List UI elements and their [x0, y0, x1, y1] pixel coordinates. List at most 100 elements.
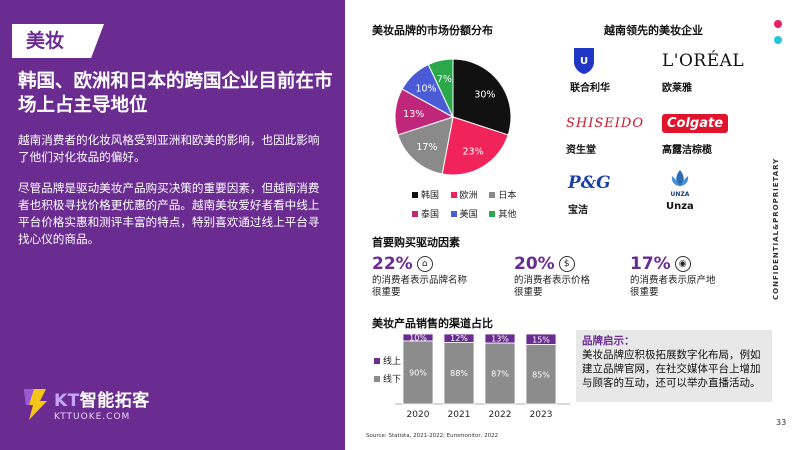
insight-title: 品牌启示： [582, 335, 635, 347]
logo-kt: KT [54, 391, 80, 411]
brand-name: 宝洁 [568, 205, 588, 216]
company-logo: KT智能拓客 KTTUOKE.COM [20, 386, 150, 422]
pie-legend: 韩国 欧洲 日本泰国 美国 其他 [412, 188, 522, 220]
driver-brand: 22% ⌂ 的消费者表示品牌名称 很重要 [372, 254, 482, 299]
legend-label: 线下 [383, 375, 402, 385]
insight-body: 美妆品牌应积极拓展数字化布局，例如建立品牌官网，在社交媒体平台上增加与顾客的互动… [582, 349, 761, 389]
brand-colgate: Colgate 高露洁棕榄 [662, 108, 752, 156]
driver-text-2: 很重要 [514, 287, 543, 298]
driver-value: 17% [630, 254, 671, 274]
legend-label: 其他 [498, 210, 517, 220]
brand-loreal: L'ORÉAL 欧莱雅 [662, 46, 752, 94]
x-tick-label: 2020 [407, 410, 430, 420]
pie-label: 17% [416, 142, 437, 153]
channel-bar-chart: 10% 90% 2020 12% 88% 2021 13% 87% 2022 15% 85% 2023 [395, 334, 570, 420]
pie-slice-韩国 [452, 58, 512, 136]
page-heading: 韩国、欧洲和日本的跨国企业目前在市场上占主导地位 [18, 71, 333, 116]
legend-item: 欧洲 [450, 188, 484, 201]
x-tick-label: 2022 [489, 410, 512, 420]
driver-text: 的消费者表示原产地 [630, 275, 716, 286]
pie-slice-其他 [427, 58, 454, 118]
driver-value: 22% [372, 254, 413, 274]
svg-text:U: U [580, 56, 588, 67]
legend-swatch [489, 210, 496, 217]
bar-label: 90% [409, 369, 427, 378]
pie-slice-日本 [397, 116, 454, 175]
legend-item: 韩国 [412, 188, 445, 201]
logo-subtitle: KTTUOKE.COM [54, 412, 131, 422]
brand-name: 联合利华 [570, 83, 610, 94]
legend-item: 其他 [489, 207, 522, 220]
logo-cn: 智能拓客 [79, 391, 150, 411]
legend-label: 美国 [459, 210, 478, 220]
brand-unza: UNZA Unza [666, 168, 756, 212]
intro-paragraph: 越南消费者的化妆风格受到亚洲和欧美的影响，也因此影响了他们对化妆品的偏好。 [18, 133, 320, 164]
bar-线下-2023 [525, 344, 557, 405]
location-icon: ◉ [674, 256, 691, 272]
confidential-label: CONFIDENTIAL&PROPRIETARY [772, 158, 780, 300]
bar-label: 88% [450, 369, 468, 378]
driver-text: 的消费者表示价格 [514, 275, 591, 286]
bar-label: 15% [532, 335, 550, 344]
unza-logo-text: UNZA [671, 191, 690, 198]
pie-label: 30% [474, 89, 495, 100]
bar-label: 12% [450, 334, 468, 343]
driver-text-2: 很重要 [630, 287, 659, 298]
unza-logo-icon: UNZA [671, 170, 690, 198]
pg-logo: P&G [568, 173, 611, 193]
pie-svg: 30% 23% 17% 13% 10%7% [394, 58, 512, 176]
legend-swatch [374, 357, 380, 364]
legend-label: 日本 [498, 191, 517, 201]
bar-label: 10% [409, 334, 427, 343]
x-tick-label: 2023 [530, 410, 553, 420]
legend-label: 韩国 [421, 191, 440, 201]
pie-slice-欧洲 [441, 116, 509, 176]
pink-dot [774, 20, 782, 28]
leaders-title: 越南领先的美妆企业 [604, 24, 703, 37]
brand-unilever: U 联合利华 [570, 46, 660, 94]
driver-text: 的消费者表示品牌名称 [372, 275, 468, 286]
lightning-icon [24, 389, 47, 420]
legend-item: 日本 [489, 188, 522, 201]
loreal-logo: L'ORÉAL [662, 51, 745, 71]
bar-线下-2021 [443, 341, 475, 405]
brand-shiseido: SHISEIDO 资生堂 [566, 108, 656, 157]
bar-label: 13% [491, 335, 509, 344]
source-note: Source: Statista, 2021-2022; Euromonitor… [366, 433, 499, 439]
bar-线下-2020 [402, 340, 434, 405]
legend-label: 泰国 [421, 210, 440, 220]
driver-value: 20% [514, 254, 555, 274]
legend-swatch [489, 191, 496, 198]
legend-swatch [412, 210, 418, 217]
legend-label: 欧洲 [459, 191, 478, 201]
shiseido-logo: SHISEIDO [566, 115, 644, 131]
price-icon: $ [558, 256, 575, 272]
detail-paragraph: 尽管品牌是驱动美妆产品购买决策的重要因素，但越南消费者也积极寻找价格更优惠的产品… [18, 181, 320, 246]
bar-label: 85% [532, 370, 550, 379]
legend-swatch [412, 191, 418, 198]
market-share-title: 美妆品牌的市场份额分布 [372, 24, 493, 37]
legend-swatch [450, 191, 457, 198]
section-tag: 美妆 [12, 24, 104, 58]
legend-label: 线上 [383, 357, 402, 367]
brand-name: 高露洁棕榄 [662, 145, 712, 156]
legend-item: 泰国 [412, 207, 445, 220]
legend-swatch [450, 210, 457, 217]
pie-label: 13% [403, 109, 424, 120]
driver-origin: 17% ◉ 的消费者表示原产地 很重要 [630, 254, 740, 299]
brand-name: 欧莱雅 [662, 83, 692, 94]
brand-name: 资生堂 [566, 145, 596, 156]
legend-offline: 线下 [374, 372, 401, 385]
legend-swatch [374, 375, 380, 382]
pie-label: 7% [437, 74, 452, 85]
driver-text-2: 很重要 [372, 287, 401, 298]
unilever-logo-icon: U [574, 48, 594, 74]
market-share-pie-chart: 30% 23% 17% 13% 10% 7% [393, 57, 513, 177]
teal-dot [774, 36, 782, 44]
tag-icon: ⌂ [416, 256, 433, 272]
legend-online: 线上 [374, 354, 401, 367]
channels-title: 美妆产品销售的渠道占比 [372, 317, 493, 330]
legend-item: 美国 [450, 207, 484, 220]
pie-label: 10% [415, 84, 436, 95]
insight-box: 品牌启示： 美妆品牌应积极拓展数字化布局，例如建立品牌官网，在社交媒体平台上增加… [576, 330, 772, 402]
